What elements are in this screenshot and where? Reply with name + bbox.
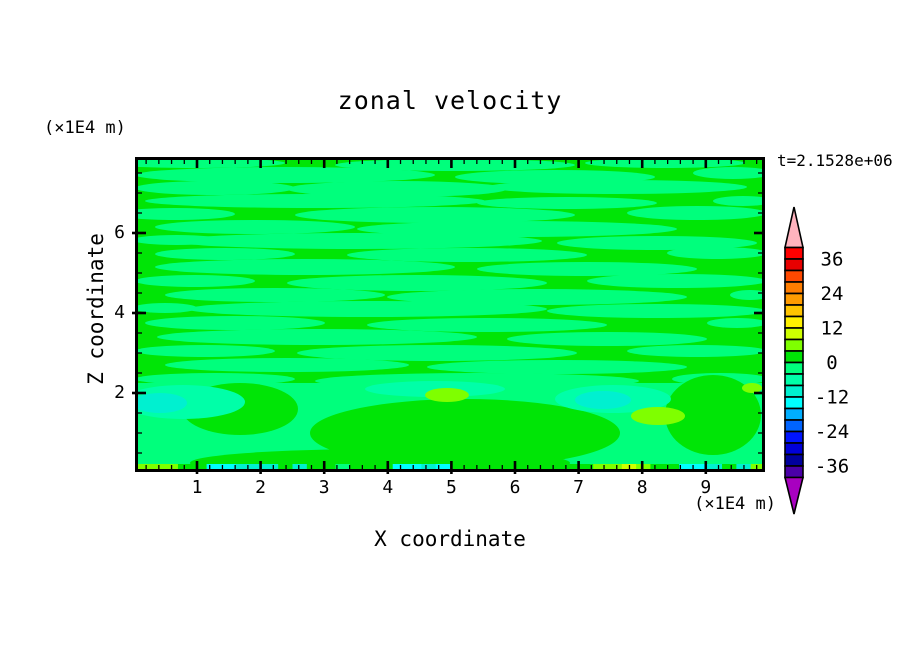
colorbar-tick-label: 36 [821, 249, 844, 271]
y-tick-label: 2 [114, 382, 125, 403]
y-tick-label: 6 [114, 222, 125, 243]
x-axis-unit-label: (×1E4 m) [694, 494, 776, 514]
contour-plot-area [132, 157, 765, 474]
x-tick-label: 5 [445, 477, 457, 498]
colorbar-tick-label: -36 [815, 456, 849, 478]
colorbar-tick-label: -12 [815, 387, 849, 409]
colorbar: 36 24 12 0 -12 -24 -36 [780, 198, 890, 533]
x-tick-label: 3 [318, 477, 330, 498]
y-tick-label: 4 [114, 302, 125, 323]
x-tick-label: 8 [636, 477, 648, 498]
x-tick-label: 1 [191, 477, 203, 498]
x-axis-title: X coordinate [374, 527, 526, 551]
colorbar-tick-label: 0 [826, 352, 837, 374]
contour-plot-svg [132, 157, 765, 474]
x-tick-label: 6 [509, 477, 521, 498]
time-annotation: t=2.1528e+06 [777, 151, 893, 170]
colorbar-svg: 36 24 12 0 -12 -24 -36 [783, 206, 849, 515]
x-tick-label: 9 [700, 477, 712, 498]
x-tick-label: 2 [255, 477, 267, 498]
y-axis-unit-label: (×1E4 m) [44, 118, 126, 138]
x-tick-label: 7 [573, 477, 585, 498]
chart-title: zonal velocity [337, 86, 563, 115]
colorbar-tick-label: -24 [815, 421, 849, 443]
colorbar-tick-label: 24 [821, 283, 844, 305]
x-tick-label: 4 [382, 477, 394, 498]
colorbar-tick-label: 12 [821, 318, 844, 340]
